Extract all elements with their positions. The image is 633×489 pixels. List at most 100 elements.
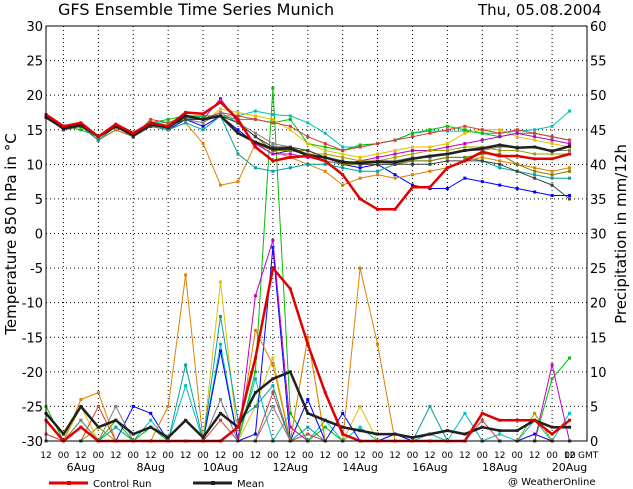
- plot-frame: [45, 25, 588, 442]
- precip-mean-line-point: [428, 432, 432, 436]
- y-tick-left: 25: [26, 55, 43, 70]
- precip-control-line-point: [253, 356, 257, 360]
- precip-member-line-point: [323, 425, 327, 429]
- credit-label: @ WeatherOnline: [508, 477, 596, 488]
- x-hour-tick: 00: [302, 451, 314, 461]
- temp-control-line-point: [323, 159, 327, 163]
- y-tick-right: 10: [590, 366, 607, 381]
- x-day-tick: 10Aug: [203, 461, 238, 474]
- precip-member-line-point: [306, 335, 310, 339]
- temp-mean-line-point: [341, 160, 345, 164]
- temp-mean-line-point: [533, 145, 537, 149]
- temp-member-line-point: [568, 193, 572, 197]
- temp-control-line-point: [410, 185, 414, 189]
- temp-member-line-point: [341, 162, 345, 166]
- temp-member-line-point: [550, 135, 554, 139]
- temp-member-line-point: [306, 135, 310, 139]
- precip-mean-line-point: [463, 432, 467, 436]
- temp-member-line-point: [271, 113, 275, 117]
- temp-control-line-point: [306, 154, 310, 158]
- temp-control-line-point: [131, 131, 135, 135]
- temp-member-line-point: [533, 131, 537, 135]
- temp-control-line-point: [79, 121, 83, 125]
- y-tick-right: 40: [590, 158, 607, 173]
- temp-member-line-point: [323, 152, 327, 156]
- precip-control-line-point: [236, 425, 240, 429]
- y-axis-label-right: Precipitation in mm/12h: [612, 144, 630, 324]
- precip-member-line-point: [568, 411, 572, 415]
- temp-member-line-point: [323, 169, 327, 173]
- precip-mean-line-point: [131, 432, 135, 436]
- y-tick-left: -10: [22, 297, 43, 312]
- precip-mean-line-point: [253, 391, 257, 395]
- temp-member-line-point: [498, 159, 502, 163]
- precip-member-line-point: [79, 418, 83, 422]
- y-tick-left: -15: [22, 331, 43, 346]
- precip-mean-line-point: [393, 432, 397, 436]
- date-label: Thu, 05.08.2004: [477, 1, 602, 19]
- precip-mean-line-point: [306, 411, 310, 415]
- temp-member-line-point: [568, 176, 572, 180]
- precip-mean-line-point: [219, 411, 223, 415]
- temp-member-line-point: [550, 183, 554, 187]
- precip-member-line-point: [568, 356, 572, 360]
- temp-member-line-point: [184, 121, 188, 125]
- temp-member-line-point: [568, 142, 572, 146]
- x-hour-tick: 12: [319, 451, 330, 461]
- precip-member-line-point: [149, 411, 153, 415]
- temp-member-line-point: [445, 187, 449, 191]
- temp-member-line-point: [550, 173, 554, 177]
- temp-member-line-point: [79, 128, 83, 132]
- precip-member-line: [45, 87, 570, 442]
- temp-member-line-point: [445, 149, 449, 152]
- precip-mean-line-point: [498, 429, 502, 433]
- temp-member-line-point: [341, 155, 345, 159]
- y-tick-left: 10: [26, 158, 43, 173]
- x-hour-tick: 00: [128, 451, 140, 461]
- temp-member-line-point: [341, 145, 345, 149]
- temp-member-line-point: [341, 183, 345, 187]
- temp-member-line-point: [376, 173, 380, 177]
- temp-member-line-point: [463, 124, 467, 128]
- y-tick-right: 0: [590, 435, 598, 450]
- x-hour-tick: 12: [285, 451, 296, 461]
- temp-member-line-point: [515, 187, 519, 191]
- y-tick-right: 50: [590, 89, 607, 104]
- temp-member-line-point: [515, 162, 519, 166]
- precip-member-line-point: [114, 404, 118, 408]
- temp-member-line-point: [568, 109, 572, 113]
- temp-member-line-point: [480, 155, 484, 159]
- temp-member-line-point: [323, 131, 327, 135]
- x-hour-tick: 12: [215, 451, 226, 461]
- temp-member-line-point: [376, 155, 380, 159]
- temp-member-line-point: [428, 162, 432, 166]
- temp-member-line-point: [201, 114, 205, 118]
- temp-member-line-point: [463, 131, 467, 135]
- temp-mean-line-point: [550, 149, 554, 153]
- temp-member-line-point: [358, 143, 362, 147]
- temp-control-line-point: [271, 159, 275, 163]
- precip-control-line-point: [341, 432, 345, 436]
- temp-member-line-point: [306, 121, 310, 125]
- temp-control-line-point: [96, 135, 100, 139]
- temp-control-line-point: [428, 185, 432, 189]
- precip-member-line-point: [149, 418, 153, 422]
- precip-member-line-point: [219, 280, 223, 284]
- temp-member-line-point: [358, 145, 362, 149]
- x-hour-tick: 00: [337, 451, 349, 461]
- temp-member-line-point: [341, 152, 345, 156]
- precip-member-line-point: [306, 398, 310, 401]
- precip-member-line-point: [271, 363, 275, 367]
- temp-member-line-point: [393, 155, 397, 159]
- y-axis-label-left: Temperature 850 hPa in °C: [2, 133, 20, 335]
- x-hour-tick: 00: [267, 451, 279, 461]
- temp-member-line-point: [550, 124, 554, 128]
- temp-member-line-point: [323, 145, 327, 149]
- precip-member-line-point: [253, 432, 257, 436]
- x-day-tick: 6Aug: [67, 461, 95, 474]
- temp-member-line-point: [533, 173, 537, 177]
- temp-member-line-point: [498, 183, 502, 187]
- temp-member-line-point: [480, 131, 484, 135]
- precip-member-line-point: [341, 411, 345, 415]
